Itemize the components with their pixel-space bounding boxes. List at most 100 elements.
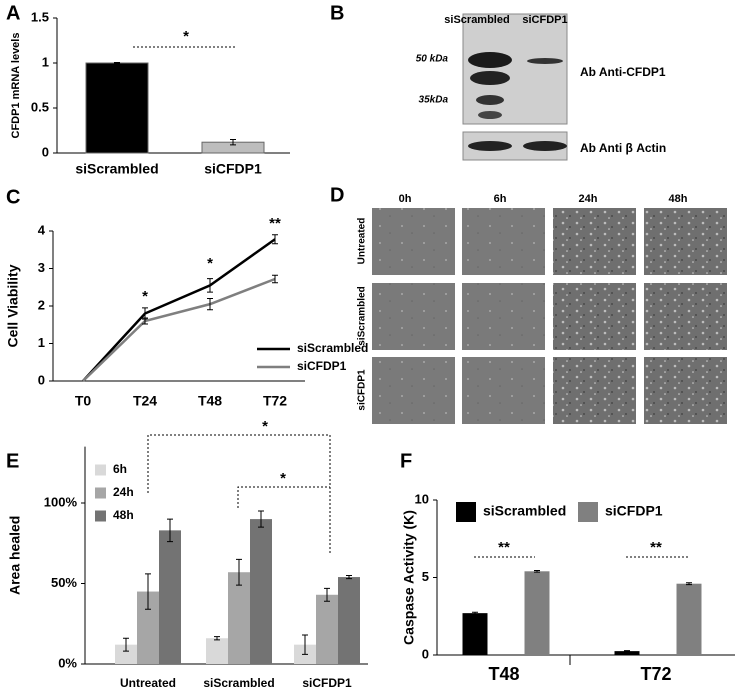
y-tick-label: 5 xyxy=(422,569,429,584)
y-tick-label: 50% xyxy=(51,575,77,590)
x-tick-label: T72 xyxy=(640,664,671,684)
error-bar xyxy=(123,637,129,652)
error-bar xyxy=(230,139,236,146)
annotation: * xyxy=(262,418,268,435)
legend-label: siScrambled xyxy=(297,341,368,355)
bar xyxy=(115,644,137,664)
error-bar xyxy=(167,518,173,543)
bar xyxy=(676,583,702,655)
annotation: ** xyxy=(498,539,510,556)
y-tick-label: 0.5 xyxy=(31,99,49,114)
y-tick-label: 3 xyxy=(38,260,45,275)
bar xyxy=(159,530,181,664)
condition-label: siCFDP1 xyxy=(357,369,368,411)
marker-label: 35kDa xyxy=(419,95,449,106)
timepoint-label: 48h xyxy=(669,193,688,205)
error-bar xyxy=(472,611,478,615)
lane-label: siScrambled xyxy=(444,14,509,26)
y-tick-label: 1 xyxy=(42,54,49,69)
error-bar xyxy=(624,650,630,653)
legend-swatch xyxy=(456,502,476,522)
y-tick-label: 0 xyxy=(42,144,49,159)
y-tick-label: 100% xyxy=(44,494,78,509)
antibody-label: Ab Anti β Actin xyxy=(580,141,666,155)
error-bar xyxy=(114,62,120,64)
error-bar xyxy=(142,317,148,325)
x-tick-label: T24 xyxy=(133,393,157,409)
marker-label: 50 kDa xyxy=(416,54,449,65)
y-tick-label: 4 xyxy=(38,222,46,237)
x-tick-label: T0 xyxy=(75,393,92,409)
y-axis-label: Cell Viability xyxy=(5,264,21,347)
scratch-images xyxy=(372,208,727,424)
panel-label: C xyxy=(6,186,20,208)
legend-swatch xyxy=(95,464,106,476)
bar xyxy=(614,651,640,655)
y-tick-label: 0% xyxy=(58,655,77,670)
y-tick-label: 10 xyxy=(415,491,429,506)
y-tick-label: 0 xyxy=(38,372,45,387)
bar xyxy=(250,519,272,664)
y-axis-label: CFDP1 mRNA levels xyxy=(10,33,22,139)
legend-label: 6h xyxy=(113,462,127,476)
error-bar xyxy=(207,298,213,311)
y-tick-label: 2 xyxy=(38,297,45,312)
annotation: * xyxy=(207,255,213,272)
legend-label: siScrambled xyxy=(483,503,566,519)
y-axis-label: Caspase Activity (K) xyxy=(401,510,417,645)
annotation: * xyxy=(142,288,148,305)
bar xyxy=(85,62,149,154)
x-tick-label: T48 xyxy=(488,664,519,684)
y-tick-label: 1.5 xyxy=(31,9,49,24)
error-bar xyxy=(686,582,692,586)
error-bar xyxy=(346,574,352,580)
y-tick-label: 1 xyxy=(38,335,45,350)
panel-label: E xyxy=(6,450,19,472)
x-tick-label: siScrambled xyxy=(203,676,274,689)
annotation: ** xyxy=(650,539,662,556)
annotation: * xyxy=(280,470,286,487)
error-bar xyxy=(272,274,278,284)
x-tick-label: siScrambled xyxy=(75,161,158,177)
bar xyxy=(462,613,488,655)
legend-swatch xyxy=(95,487,106,499)
error-bar xyxy=(272,234,278,245)
line xyxy=(82,238,276,382)
x-tick-label: siCFDP1 xyxy=(302,676,352,689)
legend-label: 24h xyxy=(113,485,134,499)
error-bar xyxy=(302,634,308,655)
bar xyxy=(338,577,360,664)
x-tick-label: Untreated xyxy=(120,676,176,689)
error-bar xyxy=(258,510,264,528)
antibody-label: Ab Anti-CFDP1 xyxy=(580,65,666,79)
annotation: * xyxy=(183,28,189,45)
timepoint-label: 24h xyxy=(579,193,598,205)
panel-label: D xyxy=(330,184,344,206)
bar xyxy=(137,591,159,664)
timepoint-label: 6h xyxy=(494,193,507,205)
x-tick-label: siCFDP1 xyxy=(204,161,262,177)
panel-label: B xyxy=(330,2,344,24)
panel-label: F xyxy=(400,450,412,472)
error-bar xyxy=(145,573,151,610)
x-tick-label: T72 xyxy=(263,393,287,409)
error-bar xyxy=(214,636,220,641)
error-bar xyxy=(534,570,540,573)
error-bar xyxy=(207,278,213,293)
legend-swatch xyxy=(95,510,106,522)
condition-label: Untreated xyxy=(357,218,368,265)
legend-label: siCFDP1 xyxy=(297,359,347,373)
lane-label: siCFDP1 xyxy=(522,14,567,26)
error-bar xyxy=(324,587,330,602)
western-blot xyxy=(462,13,568,161)
line xyxy=(82,277,276,382)
legend-swatch xyxy=(578,502,598,522)
significance-lines xyxy=(133,46,688,558)
bar xyxy=(316,594,338,664)
error-bar xyxy=(236,558,242,586)
x-tick-label: T48 xyxy=(198,393,222,409)
bar xyxy=(524,571,550,655)
y-tick-label: 0 xyxy=(422,646,429,661)
y-axis-label: Area healed xyxy=(7,516,23,595)
